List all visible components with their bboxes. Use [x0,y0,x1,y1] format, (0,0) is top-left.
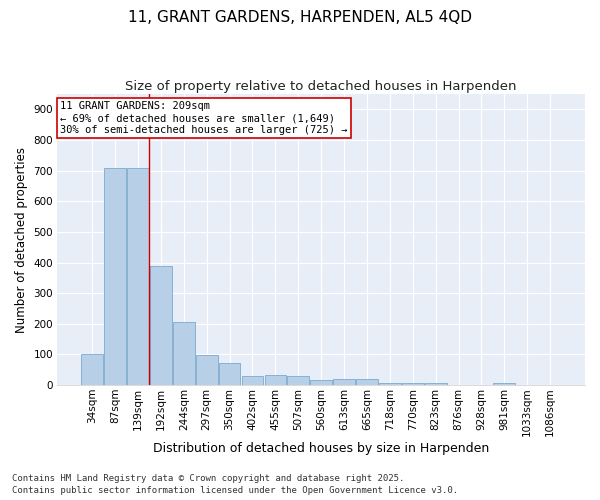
Bar [150,266,172,385]
Bar [425,383,446,385]
X-axis label: Distribution of detached houses by size in Harpenden: Distribution of detached houses by size … [153,442,489,455]
Bar [402,382,424,385]
Title: Size of property relative to detached houses in Harpenden: Size of property relative to detached ho… [125,80,517,93]
Bar [265,375,286,385]
Bar [493,383,515,385]
Bar [356,379,378,385]
Bar [310,380,332,385]
Y-axis label: Number of detached properties: Number of detached properties [15,146,28,332]
Bar [104,168,126,385]
Bar [333,379,355,385]
Bar [219,363,241,385]
Bar [196,356,218,385]
Bar [287,376,309,385]
Text: 11 GRANT GARDENS: 209sqm
← 69% of detached houses are smaller (1,649)
30% of sem: 11 GRANT GARDENS: 209sqm ← 69% of detach… [60,102,347,134]
Bar [82,354,103,385]
Text: 11, GRANT GARDENS, HARPENDEN, AL5 4QD: 11, GRANT GARDENS, HARPENDEN, AL5 4QD [128,10,472,25]
Text: Contains HM Land Registry data © Crown copyright and database right 2025.
Contai: Contains HM Land Registry data © Crown c… [12,474,458,495]
Bar [242,376,263,385]
Bar [127,168,149,385]
Bar [379,382,401,385]
Bar [173,322,194,385]
